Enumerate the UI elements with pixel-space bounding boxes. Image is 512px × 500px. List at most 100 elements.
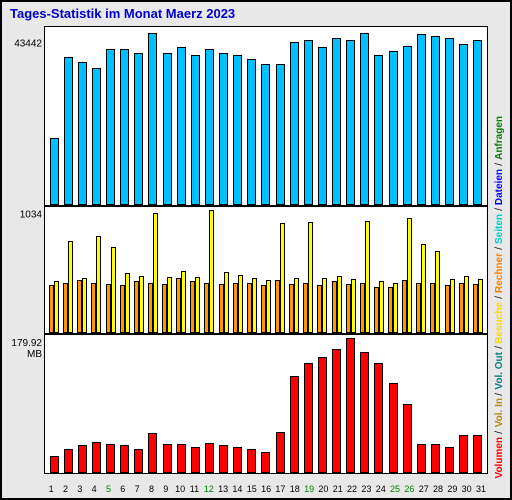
bar (360, 33, 369, 205)
bar (403, 404, 412, 473)
bar-slot (428, 27, 442, 205)
bar-slot (358, 207, 372, 333)
legend-separator: / (494, 431, 505, 434)
bar-slot (132, 27, 146, 205)
bar (473, 40, 482, 205)
bar (374, 363, 383, 473)
bar-slot (471, 27, 485, 205)
bar-slot (428, 207, 442, 333)
legend-separator: / (494, 346, 505, 349)
bar (111, 247, 116, 333)
bar-slot (386, 207, 400, 333)
legend-separator: / (494, 208, 505, 211)
x-tick: 8 (144, 484, 158, 494)
legend-separator: / (494, 247, 505, 250)
bar (233, 55, 242, 205)
bar (261, 64, 270, 205)
bar (134, 53, 143, 205)
bar (459, 44, 468, 205)
bar (435, 251, 440, 333)
bar (96, 236, 101, 333)
bar-slot (330, 207, 344, 333)
legend-separator: / (494, 163, 505, 166)
bar (191, 447, 200, 473)
bar-slot (202, 27, 216, 205)
bar (351, 279, 356, 333)
bar-slot (104, 335, 118, 473)
bottom-panel: 179.92 MB (44, 334, 488, 474)
bar-slot (104, 27, 118, 205)
bar (54, 281, 59, 333)
bar-slot (188, 207, 202, 333)
bar-slot (471, 207, 485, 333)
bar-slot (61, 335, 75, 473)
legend-item: Anfragen (494, 116, 505, 160)
bar (106, 49, 115, 205)
bar (417, 34, 426, 205)
bar-slot (202, 335, 216, 473)
bar (195, 277, 200, 333)
bar-slot (146, 207, 160, 333)
bar (276, 64, 285, 205)
x-tick: 14 (230, 484, 244, 494)
bar-slot (344, 207, 358, 333)
bar (389, 383, 398, 473)
x-axis: 1234567891011121314151617181920212223242… (44, 484, 488, 494)
bar-slot (118, 207, 132, 333)
x-tick: 24 (374, 484, 388, 494)
bar (50, 456, 59, 473)
bar-slot (273, 335, 287, 473)
bar-slot (231, 207, 245, 333)
bar-slot (61, 207, 75, 333)
x-tick: 15 (245, 484, 259, 494)
legend-item: Volumen (494, 437, 505, 478)
bar (205, 49, 214, 205)
bar (148, 433, 157, 473)
bar (407, 218, 412, 333)
x-tick: 21 (331, 484, 345, 494)
x-tick: 9 (159, 484, 173, 494)
x-tick: 13 (216, 484, 230, 494)
bar-slot (174, 27, 188, 205)
bar-slot (344, 27, 358, 205)
bar-slot (372, 335, 386, 473)
bar-slot (89, 335, 103, 473)
x-tick: 22 (345, 484, 359, 494)
bar (379, 281, 384, 333)
bar (50, 138, 59, 205)
bar-slot (386, 27, 400, 205)
legend-item: Seiten (494, 214, 505, 244)
bar (167, 277, 172, 333)
legend-item: Vol. In (494, 398, 505, 427)
bar (148, 33, 157, 205)
bar (266, 280, 271, 333)
bar-slot (301, 207, 315, 333)
legend-separator: / (494, 393, 505, 396)
x-tick: 12 (202, 484, 216, 494)
bar (332, 38, 341, 205)
bar-slot (372, 207, 386, 333)
bar (318, 47, 327, 205)
bar (177, 47, 186, 205)
bar (163, 53, 172, 205)
bar-slot (188, 27, 202, 205)
bar (120, 445, 129, 473)
bar-slot (273, 27, 287, 205)
bar-slot (301, 27, 315, 205)
bar (247, 449, 256, 473)
bar (106, 444, 115, 473)
bar (421, 244, 426, 333)
bar-slot (457, 27, 471, 205)
bar (92, 442, 101, 473)
bar-slot (400, 27, 414, 205)
bar-slot (315, 27, 329, 205)
bar (205, 443, 214, 473)
bar-slot (287, 207, 301, 333)
x-tick: 29 (445, 484, 459, 494)
middle-panel: 1034 (44, 206, 488, 334)
bar-slot (118, 27, 132, 205)
bar-slot (414, 207, 428, 333)
bar (78, 62, 87, 205)
bar (360, 352, 369, 473)
bar (177, 444, 186, 473)
